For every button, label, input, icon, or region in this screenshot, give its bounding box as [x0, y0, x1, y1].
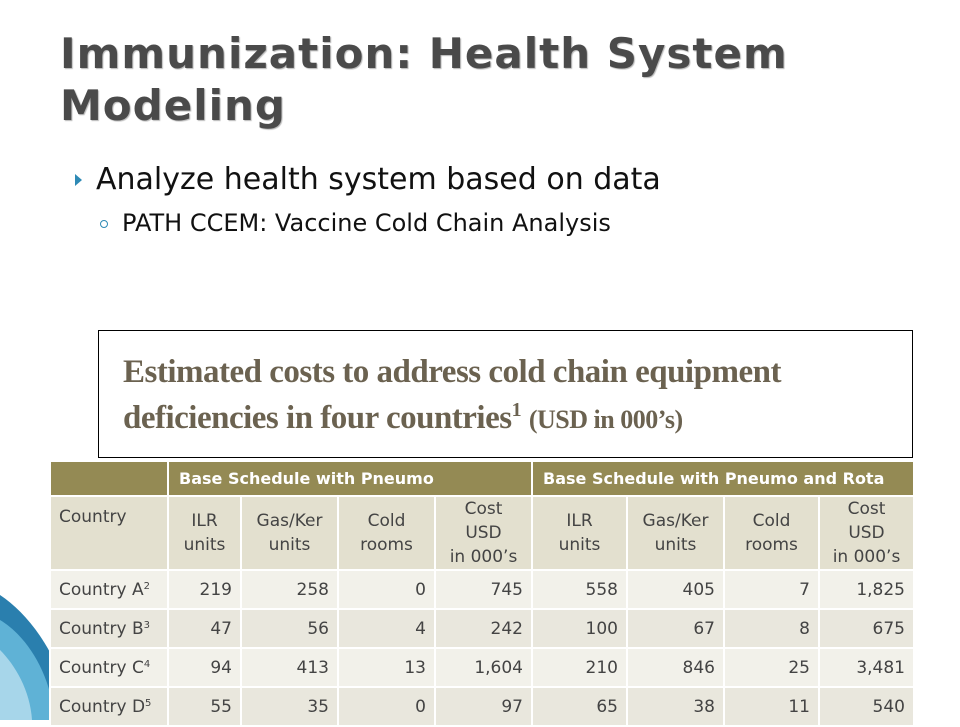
table-cell: 675 — [818, 608, 915, 649]
table-row: Country C4 94 413 13 1,604 210 846 25 3,… — [49, 647, 915, 688]
column-header-country: Country — [49, 495, 169, 571]
group-header-empty — [49, 460, 169, 497]
table-cell: 13 — [337, 647, 436, 688]
table-caption: Estimated costs to address cold chain eq… — [123, 349, 903, 443]
group-header-row: Base Schedule with Pneumo Base Schedule … — [49, 460, 915, 497]
table-cell: 1,825 — [818, 569, 915, 610]
table-cell: 745 — [434, 569, 533, 610]
bullet-item: Analyze health system based on data — [75, 160, 661, 200]
sub-bullet-text: PATH CCEM: Vaccine Cold Chain Analysis — [122, 209, 611, 237]
table-cell: 65 — [531, 686, 628, 727]
table-cell: 97 — [434, 686, 533, 727]
table-cell: 38 — [626, 686, 725, 727]
bullet-text: Analyze health system based on data — [96, 162, 661, 197]
table-row: Country D5 55 35 0 97 65 38 11 540 — [49, 686, 915, 727]
slide-title: Immunization: Health System Modeling — [60, 29, 788, 130]
table-cell: 56 — [240, 608, 339, 649]
caption-units: (USD in 000’s) — [528, 405, 683, 434]
table-cell: 540 — [818, 686, 915, 727]
caption-line-2: deficiencies in four countries — [123, 400, 512, 436]
column-header-gasker-units: Gas/Ker units — [626, 495, 725, 571]
table-cell: 1,604 — [434, 647, 533, 688]
country-cell: Country C4 — [49, 647, 169, 688]
table-cell: 35 — [240, 686, 339, 727]
column-header-cold-rooms: Cold rooms — [337, 495, 436, 571]
table-cell: 100 — [531, 608, 628, 649]
column-header-cost-usd: Cost USD in 000’s — [818, 495, 915, 571]
caption-footnote-mark: 1 — [511, 399, 522, 421]
table-cell: 0 — [337, 686, 436, 727]
triangle-arrow-icon — [75, 174, 82, 186]
group-header-pneumo: Base Schedule with Pneumo — [167, 460, 533, 497]
table-cell: 8 — [723, 608, 820, 649]
country-cell: Country D5 — [49, 686, 169, 727]
caption-line-1: Estimated costs to address cold chain eq… — [123, 354, 781, 390]
table-cell: 47 — [167, 608, 242, 649]
table-cell: 242 — [434, 608, 533, 649]
table-cell: 405 — [626, 569, 725, 610]
table-cell: 55 — [167, 686, 242, 727]
table-cell: 11 — [723, 686, 820, 727]
table-cell: 219 — [167, 569, 242, 610]
table-cell: 7 — [723, 569, 820, 610]
table-cell: 558 — [531, 569, 628, 610]
table-cell: 0 — [337, 569, 436, 610]
ring-bullet-icon — [100, 220, 108, 228]
table-cell: 94 — [167, 647, 242, 688]
table-cell: 4 — [337, 608, 436, 649]
sub-bullet-item: PATH CCEM: Vaccine Cold Chain Analysis — [100, 206, 611, 240]
table-cell: 25 — [723, 647, 820, 688]
column-header-cold-rooms: Cold rooms — [723, 495, 820, 571]
column-header-ilr-units: ILR units — [531, 495, 628, 571]
column-header-row: Country ILR units Gas/Ker units Cold rooms … — [49, 495, 915, 571]
column-header-gasker-units: Gas/Ker units — [240, 495, 339, 571]
group-header-pneumo-rota: Base Schedule with Pneumo and Rota — [531, 460, 915, 497]
country-cell: Country B3 — [49, 608, 169, 649]
table-cell: 3,481 — [818, 647, 915, 688]
caption-box: Estimated costs to address cold chain eq… — [98, 330, 913, 458]
column-header-ilr-units: ILR units — [167, 495, 242, 571]
cold-chain-cost-table: Base Schedule with Pneumo Base Schedule … — [49, 460, 915, 727]
table-cell: 67 — [626, 608, 725, 649]
column-header-cost-usd: Cost USD in 000’s — [434, 495, 533, 571]
table-cell: 210 — [531, 647, 628, 688]
table-cell: 258 — [240, 569, 339, 610]
table-row: Country A2 219 258 0 745 558 405 7 1,825 — [49, 569, 915, 610]
table-cell: 846 — [626, 647, 725, 688]
table-cell: 413 — [240, 647, 339, 688]
table-row: Country B3 47 56 4 242 100 67 8 675 — [49, 608, 915, 649]
country-cell: Country A2 — [49, 569, 169, 610]
